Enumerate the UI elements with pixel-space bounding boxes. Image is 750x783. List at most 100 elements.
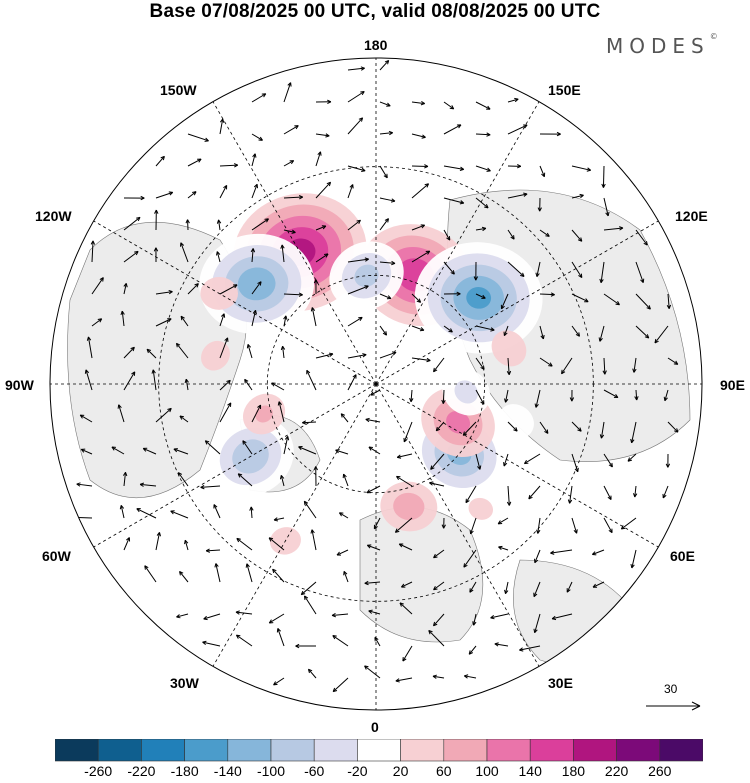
anomaly-center bbox=[442, 368, 491, 416]
wind-arrow bbox=[463, 674, 477, 679]
wind-arrow bbox=[80, 448, 93, 455]
wind-arrow bbox=[539, 357, 553, 367]
chart-title: Base 07/08/2025 00 UTC, valid 08/08/2025… bbox=[149, 1, 601, 22]
wind-arrow bbox=[432, 613, 445, 627]
wind-arrow bbox=[571, 229, 583, 242]
wind-arrow bbox=[571, 293, 589, 303]
wind-arrow bbox=[213, 504, 221, 519]
wind-arrow bbox=[184, 539, 189, 551]
colorbar-segment bbox=[486, 739, 531, 762]
anomaly-contour bbox=[468, 497, 494, 520]
wind-arrow bbox=[561, 357, 573, 375]
wind-arrow bbox=[219, 337, 229, 359]
colorbar-tick-label: -140 bbox=[213, 763, 242, 779]
brand-mark: © bbox=[709, 32, 718, 42]
wind-arrow bbox=[205, 548, 221, 553]
wind-arrow bbox=[374, 636, 381, 647]
wind-arrow bbox=[411, 164, 429, 169]
wind-arrow bbox=[497, 517, 509, 525]
wind-arrow bbox=[550, 549, 573, 555]
lon-label-120w: 120W bbox=[35, 208, 72, 224]
wind-arrow bbox=[216, 251, 221, 263]
anomaly-contour bbox=[200, 340, 230, 371]
wind-arrow bbox=[347, 257, 369, 263]
wind-arrow bbox=[379, 165, 388, 179]
wind-arrow bbox=[249, 506, 254, 519]
wind-arrow bbox=[536, 517, 541, 534]
wind-arrow bbox=[123, 537, 131, 551]
wind-arrow bbox=[411, 183, 430, 199]
wind-arrow bbox=[84, 369, 93, 391]
wind-arrow bbox=[500, 293, 509, 310]
wind-arrow bbox=[204, 440, 221, 455]
anomaly-center bbox=[468, 497, 494, 520]
wind-arrow bbox=[184, 378, 189, 391]
anomaly-contour bbox=[446, 410, 471, 434]
wind-arrow bbox=[539, 131, 561, 137]
lon-label-150w: 150W bbox=[160, 82, 197, 98]
wind-arrow bbox=[473, 261, 479, 281]
wind-arrow bbox=[180, 315, 189, 327]
wind-arrow bbox=[507, 192, 528, 199]
wind-arrow bbox=[173, 448, 189, 455]
wind-arrow bbox=[503, 325, 509, 337]
wind-arrow bbox=[366, 485, 381, 494]
lon-label-90w: 90W bbox=[5, 377, 34, 393]
wind-arrow bbox=[235, 610, 253, 615]
colorbar-tick-label: 60 bbox=[436, 763, 452, 779]
colorbar-segment bbox=[616, 739, 661, 762]
wind-arrow bbox=[271, 382, 285, 391]
wind-arrow bbox=[246, 344, 253, 359]
wind-arrow bbox=[602, 357, 607, 375]
wind-arrow bbox=[250, 248, 256, 263]
wind-arrow bbox=[433, 581, 445, 591]
colorbar-tick-label: -20 bbox=[347, 763, 368, 779]
anomaly-contour bbox=[454, 380, 478, 404]
lon-label-60w: 60W bbox=[42, 548, 71, 564]
wind-arrow bbox=[176, 613, 189, 619]
wind-arrow bbox=[315, 352, 334, 359]
wind-arrow bbox=[632, 357, 637, 373]
wind-arrow bbox=[433, 357, 445, 373]
wind-arrow bbox=[504, 389, 509, 403]
colorbar-segment bbox=[55, 739, 99, 762]
wind-arrow bbox=[571, 193, 584, 199]
wind-arrow bbox=[120, 310, 125, 327]
meridian-line bbox=[375, 383, 659, 548]
anomaly-center bbox=[200, 340, 230, 371]
lon-label-30e: 30E bbox=[548, 675, 573, 691]
colorbar-segment bbox=[227, 739, 272, 762]
meridian-line bbox=[93, 220, 377, 385]
colorbar-tick-label: -220 bbox=[127, 763, 156, 779]
wind-arrow bbox=[251, 133, 263, 141]
meridian-line bbox=[212, 383, 377, 667]
colorbar-segment bbox=[573, 739, 617, 762]
wind-arrow bbox=[662, 485, 669, 499]
wind-arrow bbox=[507, 97, 519, 103]
anomaly-contour bbox=[491, 330, 527, 367]
wind-arrow bbox=[119, 505, 125, 519]
wind-arrow bbox=[283, 436, 290, 455]
wind-arrow bbox=[591, 549, 605, 556]
wind-arrow bbox=[635, 261, 645, 283]
meridian-line bbox=[375, 220, 659, 385]
wind-arrow bbox=[630, 421, 637, 444]
wind-arrow bbox=[283, 229, 296, 234]
wind-arrow bbox=[332, 677, 349, 693]
colorbar-tick-label: -100 bbox=[256, 763, 286, 779]
wind-arrow bbox=[142, 447, 157, 455]
wind-arrow bbox=[251, 183, 259, 199]
lon-label-30w: 30W bbox=[170, 675, 199, 691]
anomaly-contour bbox=[393, 492, 425, 521]
wind-arrow bbox=[300, 581, 317, 596]
wind-arrow bbox=[411, 250, 431, 263]
wind-arrow bbox=[153, 247, 159, 263]
wind-arrow bbox=[475, 197, 489, 209]
wind-arrow bbox=[203, 613, 221, 621]
wind-arrow bbox=[214, 563, 221, 583]
wind-arrow bbox=[533, 581, 541, 598]
wind-arrow bbox=[155, 318, 172, 327]
wind-arrow bbox=[364, 665, 381, 679]
wind-arrow bbox=[534, 389, 541, 408]
wind-arrow bbox=[76, 482, 93, 487]
